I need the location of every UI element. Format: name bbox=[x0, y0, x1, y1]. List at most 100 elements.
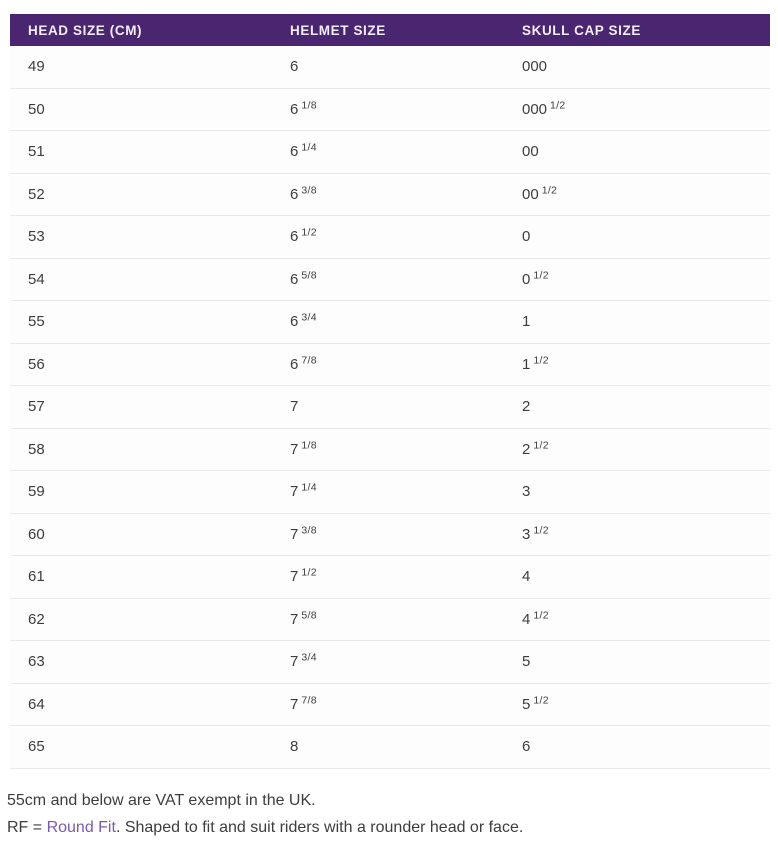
table-row: 54 6 5/8 0 1/2 bbox=[10, 258, 770, 301]
head-size-cell: 58 bbox=[28, 440, 45, 458]
skull-cap-size-cell: 6 bbox=[522, 738, 770, 755]
helmet-size-cell: 7 bbox=[290, 398, 522, 415]
helmet-size-whole: 7 bbox=[290, 610, 299, 628]
table-row: 64 7 7/8 5 1/2 bbox=[10, 683, 770, 726]
head-size-cell: 63 bbox=[28, 653, 45, 671]
table-row: 57 7 2 bbox=[10, 386, 770, 429]
head-size-cell: 61 bbox=[28, 568, 45, 586]
table-row: 61 7 1/2 4 bbox=[10, 556, 770, 599]
skull-cap-size-whole: 00 bbox=[522, 143, 539, 161]
helmet-size-frac: 3/4 bbox=[301, 311, 317, 324]
skull-cap-size-whole: 5 bbox=[522, 695, 531, 713]
helmet-size-whole: 6 bbox=[290, 270, 299, 288]
helmet-size-whole: 7 bbox=[290, 525, 299, 543]
skull-cap-size-whole: 1 bbox=[522, 313, 531, 331]
helmet-size-cell: 7 5/8 bbox=[290, 609, 522, 628]
skull-cap-size-whole: 6 bbox=[522, 738, 531, 756]
skull-cap-size-whole: 0 bbox=[522, 270, 531, 288]
table-row: 65 8 6 bbox=[10, 726, 770, 769]
helmet-size-whole: 6 bbox=[290, 313, 299, 331]
round-fit-link[interactable]: Round Fit bbox=[46, 819, 116, 836]
skull-cap-size-frac: 1/2 bbox=[533, 269, 549, 282]
helmet-size-cell: 6 1/4 bbox=[290, 141, 522, 161]
rf-prefix: RF = bbox=[7, 819, 47, 836]
helmet-size-whole: 8 bbox=[290, 738, 299, 756]
skull-cap-size-whole: 4 bbox=[522, 568, 531, 586]
helmet-size-frac: 1/8 bbox=[301, 439, 317, 452]
footnotes: 55cm and below are VAT exempt in the UK.… bbox=[7, 787, 523, 841]
helmet-size-whole: 6 bbox=[290, 355, 299, 373]
skull-cap-size-cell: 4 1/2 bbox=[522, 609, 770, 628]
helmet-size-cell: 6 7/8 bbox=[290, 354, 522, 373]
helmet-size-cell: 6 5/8 bbox=[290, 269, 522, 288]
skull-cap-size-cell: 4 bbox=[522, 568, 770, 585]
head-size-cell: 62 bbox=[28, 610, 45, 628]
helmet-size-cell: 6 bbox=[290, 58, 522, 75]
vat-note: 55cm and below are VAT exempt in the UK. bbox=[7, 792, 316, 809]
helmet-size-cell: 7 3/4 bbox=[290, 651, 522, 671]
table-row: 60 7 3/8 3 1/2 bbox=[10, 513, 770, 556]
skull-cap-size-frac: 1/2 bbox=[533, 609, 549, 622]
head-size-cell: 50 bbox=[28, 100, 45, 118]
helmet-size-cell: 8 bbox=[290, 738, 522, 755]
helmet-size-cell: 7 1/2 bbox=[290, 566, 522, 586]
skull-cap-size-cell: 0 bbox=[522, 228, 770, 245]
skull-cap-size-cell: 5 bbox=[522, 653, 770, 670]
table-row: 58 7 1/8 2 1/2 bbox=[10, 428, 770, 471]
helmet-size-cell: 6 3/8 bbox=[290, 184, 522, 203]
round-fit-note: RF = Round Fit. Shaped to fit and suit r… bbox=[7, 814, 523, 841]
table-row: 59 7 1/4 3 bbox=[10, 471, 770, 514]
skull-cap-size-frac: 1/2 bbox=[533, 354, 549, 367]
skull-cap-size-whole: 0 bbox=[522, 228, 531, 246]
helmet-size-frac: 1/4 bbox=[301, 481, 317, 494]
skull-cap-size-cell: 3 bbox=[522, 483, 770, 500]
helmet-size-cell: 7 3/8 bbox=[290, 524, 522, 543]
helmet-size-frac: 1/2 bbox=[301, 566, 317, 579]
helmet-size-cell: 6 3/4 bbox=[290, 311, 522, 331]
helmet-size-frac: 5/8 bbox=[301, 269, 317, 282]
skull-cap-size-frac: 1/2 bbox=[533, 524, 549, 537]
helmet-size-frac: 5/8 bbox=[301, 609, 317, 622]
head-size-cell: 64 bbox=[28, 695, 45, 713]
helmet-size-whole: 7 bbox=[290, 695, 299, 713]
rf-suffix: . Shaped to fit and suit riders with a r… bbox=[115, 819, 524, 836]
helmet-size-cell: 7 7/8 bbox=[290, 694, 522, 713]
helmet-size-whole: 7 bbox=[290, 440, 299, 458]
table-row: 62 7 5/8 4 1/2 bbox=[10, 598, 770, 641]
helmet-size-whole: 7 bbox=[290, 653, 299, 671]
helmet-size-whole: 6 bbox=[290, 58, 299, 76]
head-size-cell: 49 bbox=[28, 58, 45, 76]
table-row: 55 6 3/4 1 bbox=[10, 301, 770, 344]
helmet-size-whole: 7 bbox=[290, 398, 299, 416]
skull-cap-size-cell: 0 1/2 bbox=[522, 269, 770, 288]
head-size-cell: 59 bbox=[28, 483, 45, 501]
table-row: 52 6 3/8 00 1/2 bbox=[10, 173, 770, 216]
skull-cap-size-cell: 1 bbox=[522, 313, 770, 330]
helmet-size-frac: 7/8 bbox=[301, 354, 317, 367]
skull-cap-size-frac: 1/2 bbox=[533, 694, 549, 707]
table-row: 50 6 1/8 000 1/2 bbox=[10, 88, 770, 131]
skull-cap-size-cell: 00 1/2 bbox=[522, 184, 770, 203]
helmet-size-frac: 1/8 bbox=[301, 99, 317, 112]
helmet-size-frac: 1/2 bbox=[301, 226, 317, 239]
helmet-size-frac: 3/4 bbox=[301, 651, 317, 664]
table-header-row: HEAD SIZE (CM) HELMET SIZE SKULL CAP SIZ… bbox=[10, 14, 770, 46]
skull-cap-size-whole: 4 bbox=[522, 610, 531, 628]
helmet-size-frac: 3/8 bbox=[301, 184, 317, 197]
skull-cap-size-whole: 000 bbox=[522, 58, 548, 76]
skull-cap-size-cell: 2 1/2 bbox=[522, 439, 770, 458]
skull-cap-size-cell: 000 1/2 bbox=[522, 99, 770, 118]
head-size-cell: 65 bbox=[28, 738, 45, 756]
skull-cap-size-cell: 5 1/2 bbox=[522, 694, 770, 713]
helmet-size-frac: 1/4 bbox=[301, 141, 317, 154]
table-row: 53 6 1/2 0 bbox=[10, 216, 770, 259]
skull-cap-size-cell: 00 bbox=[522, 143, 770, 160]
head-size-cell: 60 bbox=[28, 525, 45, 543]
skull-cap-size-whole: 000 bbox=[522, 100, 548, 118]
helmet-size-frac: 7/8 bbox=[301, 694, 317, 707]
table-row: 49 6 000 bbox=[10, 46, 770, 89]
helmet-size-cell: 6 1/8 bbox=[290, 99, 522, 118]
skull-cap-size-cell: 3 1/2 bbox=[522, 524, 770, 543]
helmet-size-whole: 6 bbox=[290, 228, 299, 246]
helmet-size-cell: 6 1/2 bbox=[290, 226, 522, 246]
